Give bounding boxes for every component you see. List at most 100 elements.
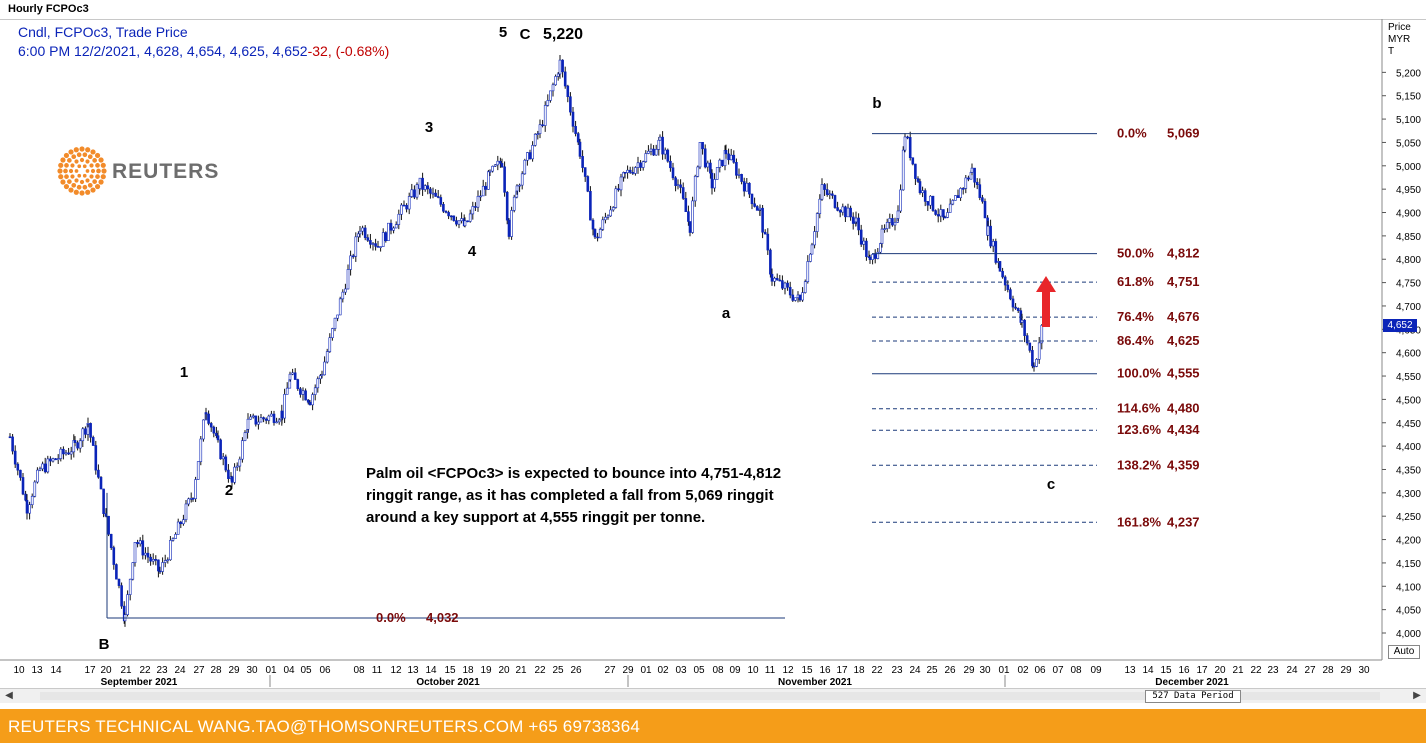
candle-body: [954, 195, 957, 201]
candle-body: [151, 559, 155, 562]
candle-body: [316, 378, 320, 389]
candle-body: [308, 401, 312, 406]
candle-body: [171, 538, 175, 541]
candle-body: [644, 153, 648, 162]
logo-dot: [73, 147, 79, 153]
y-tick-label: 5,000: [1396, 162, 1421, 173]
candle-body: [243, 432, 247, 441]
logo-dot: [64, 174, 69, 179]
candle-body: [182, 519, 185, 525]
y-tick-label: 4,400: [1396, 442, 1421, 453]
candle-body: [556, 73, 560, 77]
fibonacci-lower-pct: 0.0%: [376, 610, 406, 625]
logo-dot: [82, 173, 87, 178]
y-tick-label: 4,700: [1396, 302, 1421, 313]
x-tick-label: 14: [1142, 665, 1154, 676]
candle-body: [338, 298, 342, 316]
candle-body: [288, 373, 292, 380]
candle-body: [619, 176, 623, 191]
candle-body: [536, 133, 540, 135]
candle-body: [361, 227, 364, 232]
scroll-thumb[interactable]: [40, 692, 1380, 700]
candle-body: [641, 161, 645, 168]
candle-body: [609, 209, 612, 217]
legend-ohlc: 6:00 PM 12/2/2021, 4,628, 4,654, 4,625, …: [18, 43, 308, 59]
candle-body: [815, 213, 819, 232]
candle-body: [943, 216, 947, 219]
y-tick-label: 4,900: [1396, 209, 1421, 220]
candle-body: [379, 246, 382, 248]
candle-body: [578, 141, 582, 157]
candle-body: [1031, 350, 1034, 367]
candle-body: [449, 215, 453, 218]
auto-scale-button[interactable]: Auto: [1388, 645, 1420, 659]
candle-body: [230, 476, 234, 483]
candle-body: [735, 162, 738, 176]
candle-body: [975, 181, 979, 185]
candle-body: [212, 426, 216, 434]
candle-body: [33, 481, 37, 497]
candle-body: [421, 177, 424, 190]
candle-body: [272, 413, 276, 423]
window-title-bar: Hourly FCPOc3: [0, 0, 1426, 20]
candle-body: [38, 468, 42, 471]
logo-dot: [94, 183, 101, 190]
candle-body: [402, 204, 406, 207]
candle-body: [221, 456, 225, 460]
wave-label: 1: [180, 364, 188, 381]
candle-body: [561, 59, 564, 73]
candle-body: [1003, 276, 1007, 286]
chart-scrollbar[interactable]: ◀ 527 Data Period ▶: [0, 688, 1426, 703]
candle-body: [257, 421, 260, 425]
candle-body: [366, 237, 370, 241]
y-tick-label: 4,300: [1396, 489, 1421, 500]
candle-body: [431, 192, 435, 195]
x-tick-label: 01: [998, 665, 1010, 676]
candle-body: [901, 149, 905, 191]
candle-body: [371, 243, 375, 245]
x-tick-label: 24: [174, 665, 186, 676]
candle-body: [67, 452, 70, 455]
scroll-right-icon[interactable]: ▶: [1413, 690, 1421, 701]
candle-body: [19, 469, 22, 478]
candle-body: [563, 71, 567, 87]
scroll-left-icon[interactable]: ◀: [5, 690, 13, 701]
x-tick-label: 23: [1267, 665, 1279, 676]
candle-body: [593, 228, 597, 238]
candle-body: [1011, 298, 1015, 308]
candle-body: [688, 221, 692, 233]
candle-body: [846, 207, 850, 218]
candle-body: [825, 189, 829, 195]
candle-body: [325, 351, 329, 363]
x-month-label: November 2021: [778, 677, 852, 688]
candle-body: [249, 416, 252, 420]
fibonacci-value-label: 5,069: [1167, 126, 1200, 141]
candle-body: [41, 463, 44, 470]
logo-dot: [89, 163, 94, 168]
price-axis-currency: MYR: [1388, 34, 1411, 45]
candle-body: [434, 192, 437, 197]
candle-body: [46, 458, 50, 473]
fibonacci-value-label: 4,812: [1167, 246, 1200, 261]
x-tick-label: 05: [693, 665, 705, 676]
candle-body: [466, 220, 469, 223]
candle-body: [24, 493, 27, 501]
logo-dot: [58, 174, 64, 180]
candle-body: [583, 167, 587, 177]
x-tick-label: 29: [1340, 665, 1352, 676]
x-tick-label: 24: [909, 665, 921, 676]
candle-body: [906, 136, 909, 139]
candle-body: [681, 187, 685, 199]
x-tick-label: 12: [390, 665, 402, 676]
x-month-label: September 2021: [101, 677, 178, 688]
candle-body: [99, 476, 103, 490]
logo-dot: [95, 163, 100, 168]
candle-body: [313, 387, 317, 395]
candle-body: [803, 281, 807, 293]
logo-dot: [71, 182, 77, 188]
candle-body: [479, 195, 482, 198]
x-tick-label: 16: [1178, 665, 1190, 676]
candle-body: [541, 124, 544, 127]
y-tick-label: 5,100: [1396, 115, 1421, 126]
price-chart[interactable]: 4,000 4,050 4,100 4,150 4,200 4,250 4,300 4,350…: [0, 19, 1426, 688]
